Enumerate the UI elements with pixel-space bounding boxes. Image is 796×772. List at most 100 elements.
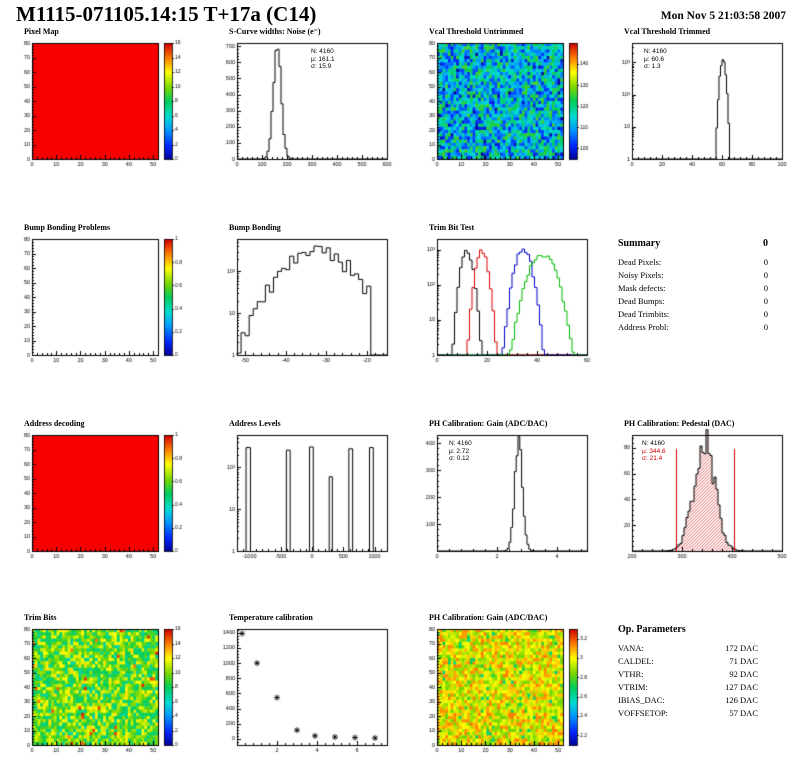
summary-row-value: 0 xyxy=(763,283,768,293)
op-parameter-label: VTRIM: xyxy=(618,682,648,692)
op-parameter-label: IBIAS_DAC: xyxy=(618,695,665,705)
page-title: M1115-071105.14:15 T+17a (C14) xyxy=(16,2,317,26)
bump-bonding-problems-plot xyxy=(8,233,192,371)
trim-bit-test-title: Trim Bit Test xyxy=(429,223,475,232)
panel-trim-bits-map: Trim Bits xyxy=(8,612,213,772)
timestamp: Mon Nov 5 21:03:58 2007 xyxy=(660,10,786,22)
bump-bonding-problems-title: Bump Bonding Problems xyxy=(24,223,111,232)
stats-sigma: σ: 21.4 xyxy=(642,455,663,462)
stats-mean: μ: 161.1 xyxy=(311,55,335,63)
op-parameter-row: CALDEL: 71 DAC xyxy=(618,655,758,668)
vcal-trimmed-stats-box: N: 4160 μ: 60.6 σ: 1.3 xyxy=(644,48,667,71)
scurve-noise-plot xyxy=(213,37,397,175)
ph-pedestal-title: PH Calibration: Pedestal (DAC) xyxy=(624,419,735,428)
panel-bump-bonding-problems: Bump Bonding Problems xyxy=(8,222,213,418)
op-parameter-value: 92 DAC xyxy=(729,669,758,679)
panel-trim-bit-test: Trim Bit Test xyxy=(413,222,608,418)
ph-pedestal-stats-box: N: 4160 μ: 344.6 σ: 21.4 xyxy=(642,440,666,463)
bump-bonding-plot xyxy=(213,233,397,371)
op-parameter-value: 127 DAC xyxy=(725,682,758,692)
ph-gain-hist-title: PH Calibration: Gain (ADC/DAC) xyxy=(429,419,548,428)
op-parameter-value: 57 DAC xyxy=(729,708,758,718)
op-parameter-row: VANA: 172 DAC xyxy=(618,642,758,655)
stats-entries: N: 4160 xyxy=(642,440,665,447)
summary-total: 0 xyxy=(763,238,768,249)
scurve-noise-title: S-Curve widths: Noise (e⁻) xyxy=(229,27,321,36)
panel-ph-gain-hist: PH Calibration: Gain (ADC/DAC) N: 4160 μ… xyxy=(413,418,608,612)
op-parameter-value: 126 DAC xyxy=(725,695,758,705)
summary-row-value: 0 xyxy=(763,322,768,332)
address-levels-title: Address Levels xyxy=(229,419,281,428)
stats-mean: μ: 60.6 xyxy=(644,55,665,63)
summary-row-label: Noisy Pixels: xyxy=(618,270,664,280)
pixel-map-title: Pixel Map xyxy=(24,27,59,36)
panel-temperature-calibration: Temperature calibration xyxy=(213,612,413,772)
stats-entries: N: 4160 xyxy=(644,48,667,55)
panel-vcal-untrimmed: Vcal Threshold Untrimmed xyxy=(413,26,608,222)
op-parameter-label: VOFFSETOP: xyxy=(618,708,668,718)
summary-row: Dead Trimbits: 0 xyxy=(618,308,768,321)
summary-rows: Dead Pixels: 0 Noisy Pixels: 0 Mask defe… xyxy=(618,256,768,334)
op-parameter-row: IBIAS_DAC: 126 DAC xyxy=(618,694,758,707)
summary-header: Summary 0 xyxy=(618,238,768,249)
temperature-calibration-plot xyxy=(213,623,397,761)
op-parameters-title: Op. Parameters xyxy=(618,624,686,635)
summary-title: Summary xyxy=(618,238,661,249)
stats-sigma: σ: 1.3 xyxy=(644,63,661,70)
ph-pedestal-plot xyxy=(608,429,792,567)
panel-bump-bonding: Bump Bonding xyxy=(213,222,413,418)
panel-pixel-map: Pixel Map xyxy=(8,26,213,222)
ph-gain-stats-box: N: 4160 μ: 2.72 σ: 0.12 xyxy=(449,440,472,463)
address-levels-plot xyxy=(213,429,397,567)
stats-sigma: σ: 15.9 xyxy=(311,63,332,70)
summary-row: Noisy Pixels: 0 xyxy=(618,269,768,282)
summary-row-value: 0 xyxy=(763,257,768,267)
summary-row: Dead Pixels: 0 xyxy=(618,256,768,269)
bump-bonding-title: Bump Bonding xyxy=(229,223,281,232)
op-parameters-header: Op. Parameters xyxy=(618,624,758,635)
stats-mean: μ: 344.6 xyxy=(642,447,666,455)
op-parameter-row: VOFFSETOP: 57 DAC xyxy=(618,707,758,720)
vcal-untrimmed-plot xyxy=(413,37,597,175)
trim-bits-plot xyxy=(8,623,192,761)
address-decoding-plot xyxy=(8,429,192,567)
stats-entries: N: 4160 xyxy=(311,48,334,55)
op-parameter-row: VTHR: 92 DAC xyxy=(618,668,758,681)
panel-summary: Summary 0 Dead Pixels: 0 Noisy Pixels: 0… xyxy=(608,222,788,418)
op-parameter-row: VTRIM: 127 DAC xyxy=(618,681,758,694)
trim-bits-title: Trim Bits xyxy=(24,613,57,622)
panel-address-levels: Address Levels xyxy=(213,418,413,612)
ph-gain-map-plot xyxy=(413,623,597,761)
summary-row-label: Mask defects: xyxy=(618,283,666,293)
op-parameter-value: 71 DAC xyxy=(729,656,758,666)
op-parameter-label: VTHR: xyxy=(618,669,644,679)
op-parameter-label: CALDEL: xyxy=(618,656,654,666)
trim-bit-test-plot xyxy=(413,233,597,371)
plot-grid: Pixel Map S-Curve widths: Noise (e⁻) N: … xyxy=(8,26,792,772)
panel-op-parameters: Op. Parameters VANA: 172 DAC CALDEL: 71 … xyxy=(608,612,788,772)
panel-vcal-trimmed: Vcal Threshold Trimmed N: 4160 μ: 60.6 σ… xyxy=(608,26,792,222)
scurve-stats-box: N: 4160 μ: 161.1 σ: 15.9 xyxy=(311,48,335,71)
stats-sigma: σ: 0.12 xyxy=(449,455,470,462)
panel-scurve-noise: S-Curve widths: Noise (e⁻) N: 4160 μ: 16… xyxy=(213,26,413,222)
vcal-trimmed-plot xyxy=(608,37,792,175)
temperature-calibration-title: Temperature calibration xyxy=(229,613,313,622)
address-decoding-title: Address decoding xyxy=(24,419,85,428)
op-parameter-value: 172 DAC xyxy=(725,643,758,653)
stats-mean: μ: 2.72 xyxy=(449,447,470,455)
summary-row-value: 0 xyxy=(763,309,768,319)
pixel-map-plot xyxy=(8,37,192,175)
summary-row: Dead Bumps: 0 xyxy=(618,295,768,308)
summary-row-label: Dead Pixels: xyxy=(618,257,662,267)
summary-row-label: Dead Trimbits: xyxy=(618,309,670,319)
summary-row-label: Address Probl: xyxy=(618,322,669,332)
summary-row: Mask defects: 0 xyxy=(618,282,768,295)
vcal-untrimmed-title: Vcal Threshold Untrimmed xyxy=(429,27,524,36)
panel-address-decoding: Address decoding xyxy=(8,418,213,612)
op-parameters-rows: VANA: 172 DAC CALDEL: 71 DAC VTHR: 92 DA… xyxy=(618,642,758,720)
panel-ph-gain-map: PH Calibration: Gain (ADC/DAC) xyxy=(413,612,608,772)
summary-row-value: 0 xyxy=(763,270,768,280)
panel-ph-pedestal: PH Calibration: Pedestal (DAC) N: 4160 μ… xyxy=(608,418,792,612)
stats-entries: N: 4160 xyxy=(449,440,472,447)
ph-gain-map-title: PH Calibration: Gain (ADC/DAC) xyxy=(429,613,548,622)
